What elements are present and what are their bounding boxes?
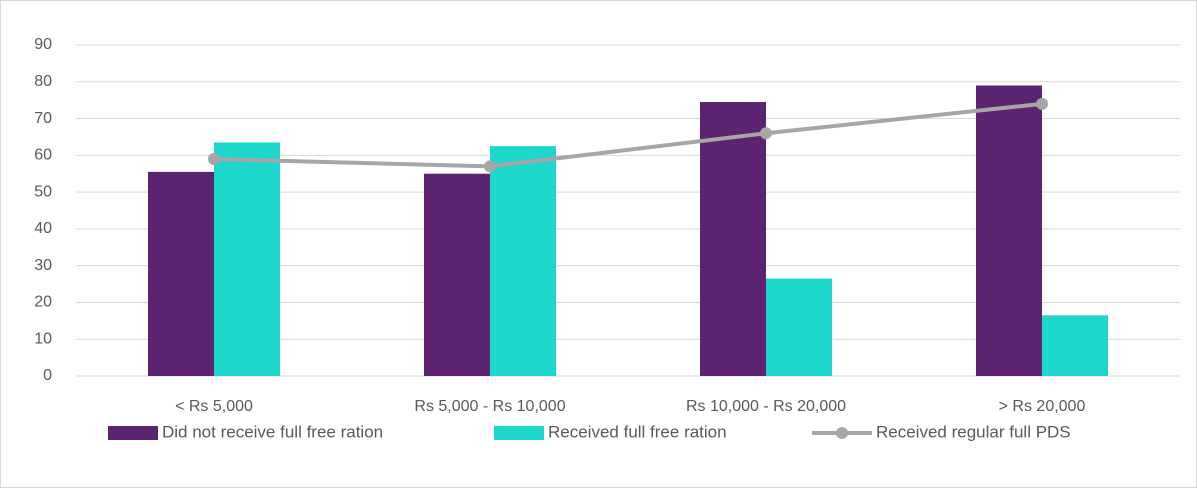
x-tick-label: Rs 10,000 - Rs 20,000: [686, 398, 846, 415]
y-tick-label: 30: [34, 257, 52, 274]
line: [213, 101, 1043, 169]
x-tick-label: > Rs 20,000: [999, 398, 1086, 415]
bar: [214, 142, 280, 376]
y-tick-label: 10: [34, 330, 52, 347]
line-marker: [208, 153, 220, 166]
y-tick-label: 50: [34, 183, 52, 200]
line-marker: [484, 160, 496, 173]
y-tick-label: 70: [34, 110, 52, 127]
bar: [700, 102, 766, 376]
bar: [1042, 315, 1108, 376]
legend-swatch: [494, 426, 544, 440]
y-tick-label: 20: [34, 294, 52, 311]
bar: [148, 171, 214, 376]
legend-label: Received full free ration: [548, 422, 727, 441]
legend-marker: [836, 427, 848, 439]
bar: [976, 85, 1042, 376]
y-tick-label: 40: [34, 220, 52, 237]
y-tick-label: 80: [34, 73, 52, 90]
legend-label: Received regular full PDS: [876, 422, 1071, 441]
line-marker: [760, 127, 772, 140]
x-tick-label: Rs 5,000 - Rs 10,000: [414, 398, 565, 415]
y-tick-label: 0: [43, 367, 52, 384]
legend-swatch: [108, 426, 158, 440]
line-marker: [1036, 97, 1048, 110]
bar: [424, 173, 490, 376]
bar: [766, 278, 832, 376]
y-tick-label: 90: [34, 36, 52, 53]
y-tick-label: 60: [34, 147, 52, 164]
bar: [490, 146, 556, 376]
legend-label: Did not receive full free ration: [162, 422, 383, 441]
x-tick-label: < Rs 5,000: [175, 398, 253, 415]
